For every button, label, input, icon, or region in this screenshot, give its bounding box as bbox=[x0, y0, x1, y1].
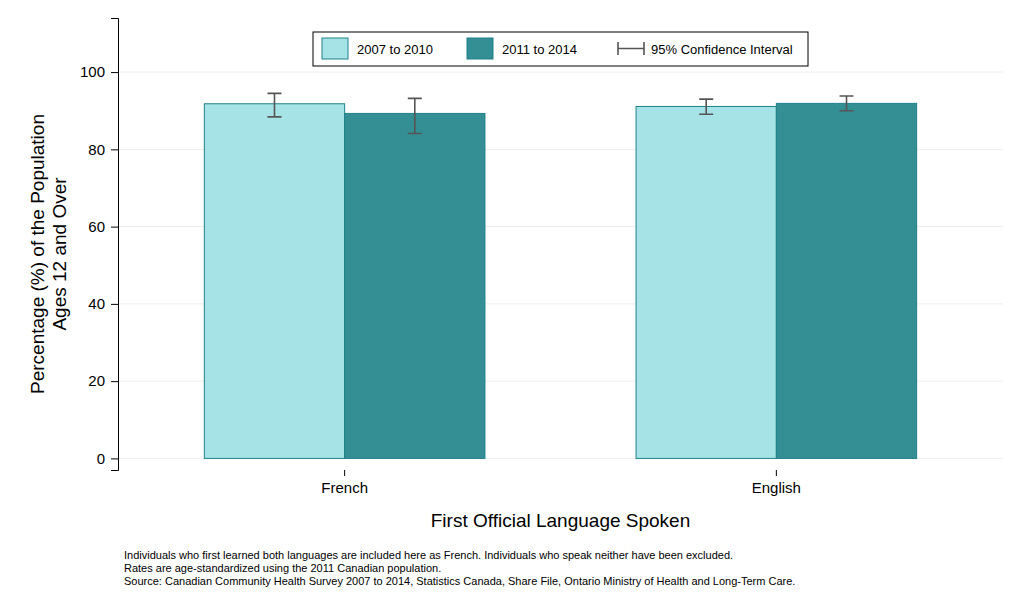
footnote: Rates are age-standardized using the 201… bbox=[124, 562, 441, 574]
y-tick-mark bbox=[111, 304, 118, 305]
y-tick-label: 40 bbox=[88, 295, 105, 312]
x-tick-mark bbox=[776, 470, 777, 476]
error-bar-line bbox=[840, 96, 854, 111]
error-bars bbox=[408, 96, 854, 133]
y-tick-label: 60 bbox=[88, 218, 105, 235]
error-bar-line bbox=[408, 98, 422, 133]
legend-label: 2007 to 2010 bbox=[357, 42, 433, 57]
plot-area bbox=[204, 93, 916, 458]
y-axis-title: Ages 12 and Over bbox=[49, 177, 70, 331]
y-tick-label: 0 bbox=[97, 450, 105, 467]
bar bbox=[636, 106, 776, 458]
y-tick: 80 bbox=[88, 141, 118, 158]
legend: 2007 to 2010 2011 to 2014 95% Confidence I… bbox=[313, 32, 808, 66]
bar bbox=[345, 113, 485, 458]
x-tick-mark bbox=[344, 470, 345, 476]
y-tick-mark bbox=[111, 72, 118, 73]
y-tick-mark bbox=[111, 458, 118, 459]
x-tick-label: French bbox=[321, 479, 368, 496]
error-bar bbox=[699, 99, 713, 114]
y-tick: 0 bbox=[97, 450, 118, 467]
y-tick-label: 20 bbox=[88, 372, 105, 389]
error-bar-line bbox=[267, 93, 281, 117]
y-tick-mark bbox=[111, 381, 118, 382]
error-bars bbox=[267, 93, 713, 117]
footnote: Source: Canadian Community Health Survey… bbox=[124, 575, 795, 587]
x-tick: English bbox=[752, 470, 801, 496]
y-tick-mark bbox=[111, 227, 118, 228]
legend-ci-symbol bbox=[618, 42, 644, 55]
bar bbox=[776, 103, 916, 458]
grid bbox=[118, 72, 1003, 458]
error-bar bbox=[408, 98, 422, 133]
chart: 0 20 40 60 80 100 French English First Official … bbox=[0, 0, 1024, 614]
x-axis-title: First Official Language Spoken bbox=[431, 510, 690, 531]
y-tick-label: 80 bbox=[88, 141, 105, 158]
y-axis: 0 20 40 60 80 100 bbox=[80, 19, 119, 471]
y-tick-label: 100 bbox=[80, 63, 105, 80]
y-tick: 20 bbox=[88, 372, 118, 389]
bar bbox=[204, 104, 344, 459]
x-tick-label: English bbox=[752, 479, 801, 496]
legend-swatch bbox=[322, 38, 348, 59]
error-bar-line bbox=[699, 99, 713, 114]
y-axis-title: Percentage (%) of the Population bbox=[27, 114, 48, 394]
y-tick: 100 bbox=[80, 63, 118, 80]
x-axis: French English bbox=[321, 470, 801, 496]
x-tick: French bbox=[321, 470, 368, 496]
y-tick: 60 bbox=[88, 218, 118, 235]
footnote: Individuals who first learned both langu… bbox=[124, 549, 733, 561]
y-tick: 40 bbox=[88, 295, 118, 312]
y-tick-mark bbox=[111, 149, 118, 150]
y-axis-line bbox=[111, 19, 119, 471]
error-bar bbox=[267, 93, 281, 117]
error-bar bbox=[840, 96, 854, 111]
bar-series bbox=[345, 103, 917, 458]
legend-swatch bbox=[467, 38, 493, 59]
legend-label: 2011 to 2014 bbox=[502, 42, 577, 57]
grid-line bbox=[118, 72, 1003, 73]
legend-box bbox=[313, 32, 808, 66]
legend-label: 95% Confidence Interval bbox=[651, 42, 793, 57]
bar-series bbox=[204, 104, 776, 459]
